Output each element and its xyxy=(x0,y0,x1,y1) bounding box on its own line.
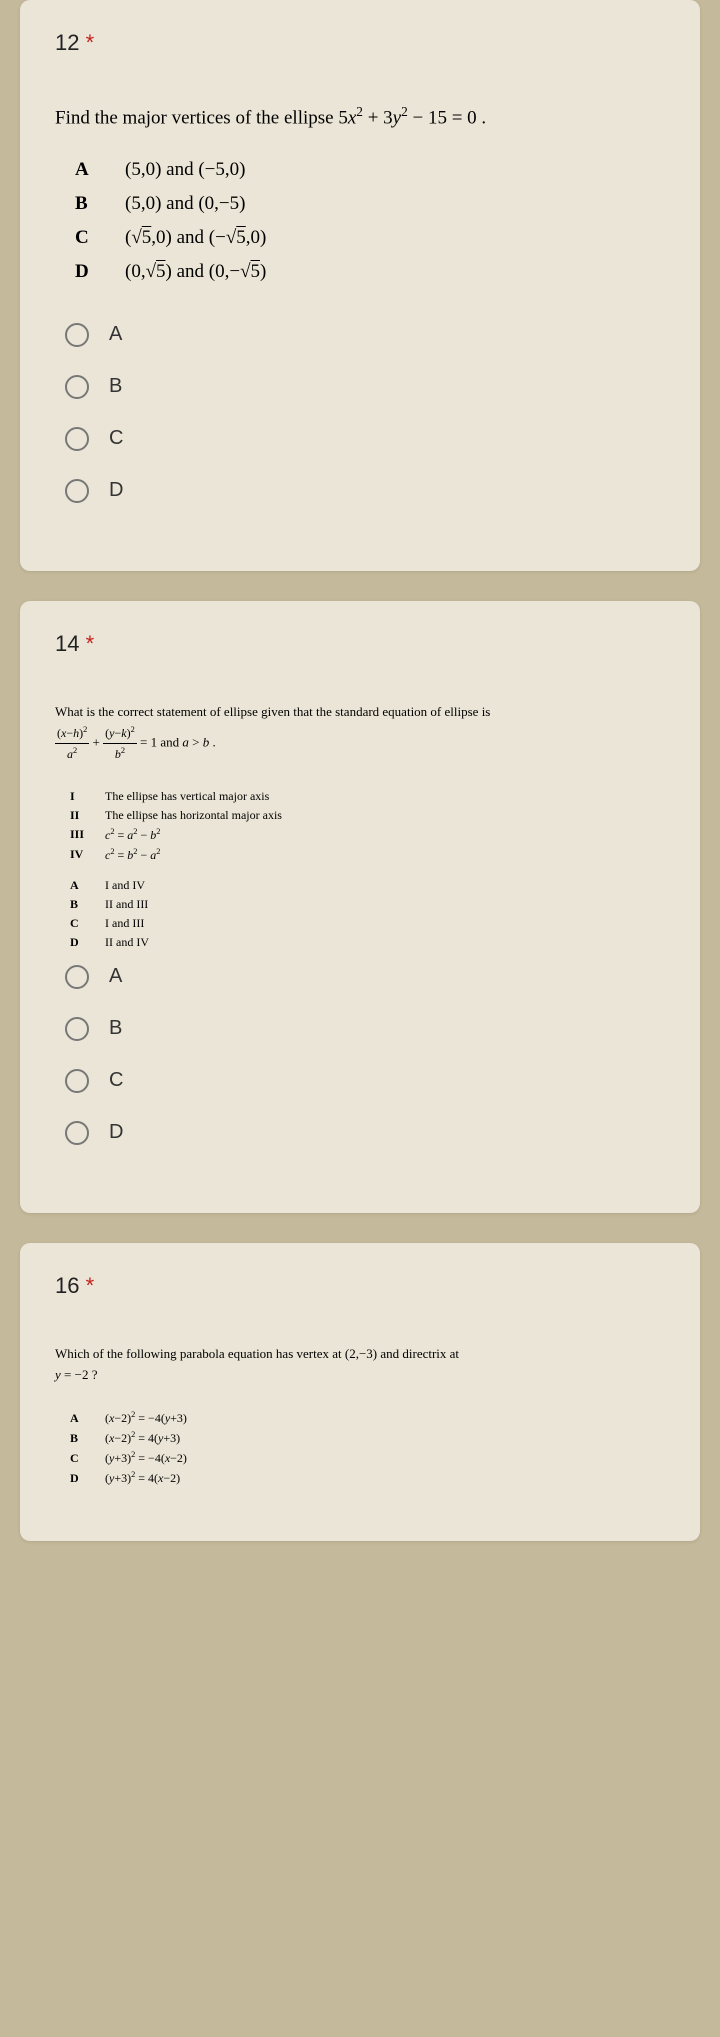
answer-text: I and IV xyxy=(105,878,145,893)
question-number-text: 16 xyxy=(55,1273,79,1298)
answer-text: (x−2)2 = 4(y+3) xyxy=(105,1430,180,1446)
answer-row: DII and IV xyxy=(70,935,665,950)
answer-row: CI and III xyxy=(70,916,665,931)
radio-option-label: C xyxy=(109,1069,123,1092)
radio-option-label: D xyxy=(109,479,123,502)
question-prompt: Find the major vertices of the ellipse 5… xyxy=(55,101,665,134)
radio-circle-icon xyxy=(65,1121,89,1145)
required-asterisk: * xyxy=(86,1273,95,1298)
answer-text: (5,0) and (0,−5) xyxy=(125,193,245,215)
radio-option[interactable]: A xyxy=(65,323,665,347)
answer-row: AI and IV xyxy=(70,878,665,893)
radio-option[interactable]: A xyxy=(65,965,665,989)
answer-text: (0,√5) and (0,−√5) xyxy=(125,261,266,283)
answer-row: A(x−2)2 = −4(y+3) xyxy=(70,1410,665,1426)
answer-text: (x−2)2 = −4(y+3) xyxy=(105,1410,187,1426)
answer-label: D xyxy=(75,261,125,283)
radio-option[interactable]: D xyxy=(65,479,665,503)
statement-text: The ellipse has vertical major axis xyxy=(105,789,269,804)
radio-option[interactable]: D xyxy=(65,1121,665,1145)
answer-label: A xyxy=(70,878,105,893)
radio-option[interactable]: B xyxy=(65,1017,665,1041)
answer-text: II and IV xyxy=(105,935,149,950)
radio-circle-icon xyxy=(65,1017,89,1041)
answer-label: B xyxy=(75,193,125,215)
statement-label: III xyxy=(70,827,105,843)
answer-label: A xyxy=(70,1411,105,1426)
radio-option-label: A xyxy=(109,323,122,346)
required-asterisk: * xyxy=(86,30,95,55)
statement-text: c2 = a2 − b2 xyxy=(105,827,160,843)
radio-option-label: C xyxy=(109,427,123,450)
question-number-text: 14 xyxy=(55,631,79,656)
answer-text: (√5,0) and (−√5,0) xyxy=(125,227,266,249)
answer-label: D xyxy=(70,935,105,950)
answer-row: C(√5,0) and (−√5,0) xyxy=(75,227,665,249)
answer-text: (y+3)2 = −4(x−2) xyxy=(105,1450,187,1466)
answer-row: D(0,√5) and (0,−√5) xyxy=(75,261,665,283)
answer-row: BII and III xyxy=(70,897,665,912)
question-number: 14 * xyxy=(55,631,665,657)
statement-row: IIIc2 = a2 − b2 xyxy=(70,827,665,843)
radio-circle-icon xyxy=(65,1069,89,1093)
statements-list: IThe ellipse has vertical major axisIITh… xyxy=(70,789,665,863)
answer-row: D(y+3)2 = 4(x−2) xyxy=(70,1470,665,1486)
answer-text: (5,0) and (−5,0) xyxy=(125,159,245,181)
answer-label: C xyxy=(70,1451,105,1466)
question-number-text: 12 xyxy=(55,30,79,55)
statement-text: c2 = b2 − a2 xyxy=(105,847,160,863)
answer-label: D xyxy=(70,1471,105,1486)
question-prompt: What is the correct statement of ellipse… xyxy=(55,702,665,764)
statement-row: IThe ellipse has vertical major axis xyxy=(70,789,665,804)
radio-option[interactable]: C xyxy=(65,427,665,451)
radio-circle-icon xyxy=(65,427,89,451)
statement-row: IIThe ellipse has horizontal major axis xyxy=(70,808,665,823)
answer-text: (y+3)2 = 4(x−2) xyxy=(105,1470,180,1486)
answer-text: I and III xyxy=(105,916,144,931)
answer-text: II and III xyxy=(105,897,148,912)
statement-label: I xyxy=(70,789,105,804)
answer-choices: A(x−2)2 = −4(y+3)B(x−2)2 = 4(y+3)C(y+3)2… xyxy=(70,1410,665,1486)
answer-row: C(y+3)2 = −4(x−2) xyxy=(70,1450,665,1466)
answer-label: A xyxy=(75,159,125,181)
answer-label: C xyxy=(70,916,105,931)
radio-group: A B C D xyxy=(65,323,665,503)
radio-circle-icon xyxy=(65,965,89,989)
answer-row: B(x−2)2 = 4(y+3) xyxy=(70,1430,665,1446)
answer-row: B(5,0) and (0,−5) xyxy=(75,193,665,215)
question-prompt: Which of the following parabola equation… xyxy=(55,1344,665,1386)
radio-circle-icon xyxy=(65,479,89,503)
statement-row: IVc2 = b2 − a2 xyxy=(70,847,665,863)
statement-text: The ellipse has horizontal major axis xyxy=(105,808,282,823)
radio-circle-icon xyxy=(65,323,89,347)
radio-option-label: A xyxy=(109,965,122,988)
answer-label: C xyxy=(75,227,125,249)
answer-choices: AI and IVBII and IIICI and IIIDII and IV xyxy=(70,878,665,950)
radio-option[interactable]: B xyxy=(65,375,665,399)
question-card: 14 * What is the correct statement of ell… xyxy=(20,601,700,1213)
question-card: 12 * Find the major vertices of the ellip… xyxy=(20,0,700,571)
radio-circle-icon xyxy=(65,375,89,399)
answer-choices: A(5,0) and (−5,0)B(5,0) and (0,−5)C(√5,0… xyxy=(75,159,665,283)
answer-label: B xyxy=(70,897,105,912)
answer-row: A(5,0) and (−5,0) xyxy=(75,159,665,181)
radio-group: A B C D xyxy=(65,965,665,1145)
question-number: 12 * xyxy=(55,30,665,56)
question-number: 16 * xyxy=(55,1273,665,1299)
radio-option-label: D xyxy=(109,1121,123,1144)
statement-label: IV xyxy=(70,847,105,863)
radio-option-label: B xyxy=(109,1017,122,1040)
statement-label: II xyxy=(70,808,105,823)
radio-option-label: B xyxy=(109,375,122,398)
answer-label: B xyxy=(70,1431,105,1446)
radio-option[interactable]: C xyxy=(65,1069,665,1093)
question-card: 16 * Which of the following parabola equa… xyxy=(20,1243,700,1542)
required-asterisk: * xyxy=(86,631,95,656)
